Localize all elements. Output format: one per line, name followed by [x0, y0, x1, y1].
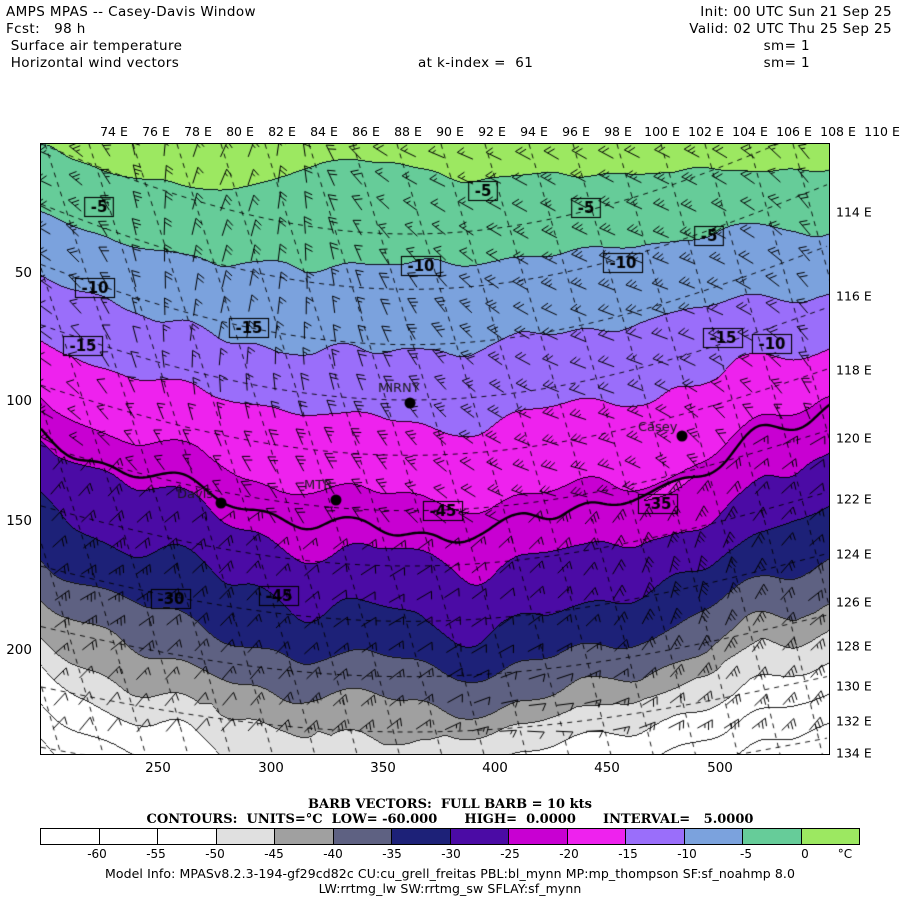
right-axis-tick-10: 134 E [836, 745, 872, 761]
bottom-index-axis: 250 300 350 400 450 500 [40, 760, 830, 778]
colorbar-tick-1: -55 [146, 847, 166, 861]
top-axis-tick-11: 96 E [562, 124, 590, 139]
top-axis-tick-16: 106 E [776, 124, 812, 139]
colorbar-tick-6: -30 [441, 847, 461, 861]
top-axis-tick-1: 76 E [142, 124, 170, 139]
top-axis-tick-17: 108 E [820, 124, 856, 139]
k-index-label: at k-index = 61 [418, 55, 534, 71]
bottom-axis-tick-1: 300 [258, 760, 284, 776]
top-axis-tick-8: 90 E [436, 124, 464, 139]
top-axis-tick-12: 98 E [604, 124, 632, 139]
top-axis-tick-3: 80 E [226, 124, 254, 139]
colorbar-swatch-10[interactable] [626, 829, 685, 844]
init-time: Init: 00 UTC Sun 21 Sep 25 [700, 4, 892, 20]
smoothing-wind: sm= 1 [763, 55, 810, 71]
right-axis-tick-6: 126 E [836, 594, 872, 610]
colorbar-tick-11: -5 [740, 847, 752, 861]
colorbar-swatch-2[interactable] [158, 829, 217, 844]
colorbar-swatch-9[interactable] [567, 829, 626, 844]
bottom-axis-tick-5: 500 [707, 760, 733, 776]
left-axis-tick-2: 150 [6, 513, 32, 529]
right-axis-tick-9: 132 E [836, 713, 872, 729]
right-longitude-axis: 114 E 116 E 118 E 120 E 122 E 124 E 126 E 128 E… [836, 143, 900, 761]
colorbar-tick-5: -35 [382, 847, 402, 861]
map-plot-area[interactable] [40, 143, 830, 755]
colorbar-tick-13: °C [837, 847, 853, 861]
top-axis-tick-4: 82 E [268, 124, 296, 139]
right-axis-tick-0: 114 E [836, 204, 872, 220]
top-axis-tick-5: 84 E [310, 124, 338, 139]
bottom-axis-tick-3: 400 [482, 760, 508, 776]
top-axis-tick-10: 94 E [520, 124, 548, 139]
top-longitude-axis: 74 E 76 E 78 E 80 E 82 E 84 E 86 E 88 E 90 E 92 E… [40, 124, 900, 140]
temperature-colorbar[interactable] [40, 828, 860, 845]
barb-vectors-legend: BARB VECTORS: FULL BARB = 10 kts [308, 797, 592, 812]
colorbar-swatch-3[interactable] [216, 829, 275, 844]
colorbar-swatch-1[interactable] [99, 829, 158, 844]
top-axis-tick-6: 86 E [352, 124, 380, 139]
colorbar-tick-7: -25 [500, 847, 520, 861]
smoothing-temperature: sm= 1 [763, 38, 810, 54]
colorbar-tick-2: -50 [205, 847, 225, 861]
right-axis-tick-8: 130 E [836, 678, 872, 694]
bottom-axis-tick-0: 250 [145, 760, 171, 776]
colorbar-tick-9: -15 [618, 847, 638, 861]
left-axis-tick-1: 100 [6, 393, 32, 409]
colorbar-swatch-11[interactable] [684, 829, 743, 844]
colorbar-tick-10: -10 [677, 847, 697, 861]
left-axis-tick-0: 50 [14, 265, 32, 281]
right-axis-tick-1: 116 E [836, 288, 872, 304]
valid-time: Valid: 02 UTC Thu 25 Sep 25 [689, 21, 892, 37]
colorbar-swatch-7[interactable] [450, 829, 509, 844]
model-info-line-2: LW:rrtmg_lw SW:rrtmg_sw SFLAY:sf_mynn [318, 881, 582, 896]
top-axis-tick-2: 78 E [184, 124, 212, 139]
colorbar-swatch-5[interactable] [333, 829, 392, 844]
forecast-hour: Fcst: 98 h [6, 21, 86, 37]
right-axis-tick-7: 128 E [836, 638, 872, 654]
bottom-axis-tick-2: 350 [370, 760, 396, 776]
colorbar-swatch-4[interactable] [275, 829, 334, 844]
left-index-axis: 50 100 150 200 [0, 143, 36, 755]
model-info-line-1: Model Info: MPASv8.2.3-194-gf29cd82c CU:… [104, 866, 796, 881]
contours-legend: CONTOURS: UNITS=°C LOW= -60.000 HIGH= 0.… [146, 812, 754, 827]
colorbar-tick-8: -20 [559, 847, 579, 861]
colorbar-tick-0: -60 [87, 847, 107, 861]
top-axis-tick-14: 102 E [688, 124, 724, 139]
right-axis-tick-5: 124 E [836, 546, 872, 562]
window-title: AMPS MPAS -- Casey-Davis Window [6, 4, 256, 20]
chart-header: AMPS MPAS -- Casey-Davis Window Fcst: 98… [0, 0, 900, 92]
colorbar-swatch-13[interactable] [801, 829, 859, 844]
wind-barbs-and-contours-overlay [41, 144, 829, 754]
right-axis-tick-3: 120 E [836, 430, 872, 446]
top-axis-tick-15: 104 E [732, 124, 768, 139]
colorbar-tick-12: 0 [801, 847, 809, 861]
top-axis-tick-7: 88 E [394, 124, 422, 139]
left-axis-tick-3: 200 [6, 642, 32, 658]
colorbar-tick-4: -40 [323, 847, 343, 861]
top-axis-tick-13: 100 E [644, 124, 680, 139]
right-axis-tick-4: 122 E [836, 491, 872, 507]
colorbar-swatch-12[interactable] [743, 829, 802, 844]
top-axis-tick-18: 110 E [864, 124, 900, 139]
bottom-axis-tick-4: 450 [594, 760, 620, 776]
colorbar-swatch-6[interactable] [392, 829, 451, 844]
colorbar-tick-labels: -60 -55 -50 -45 -40 -35 -30 -25 -20 -15 -10 -5 0 °C [40, 847, 860, 863]
right-axis-tick-2: 118 E [836, 362, 872, 378]
colorbar-swatch-8[interactable] [509, 829, 568, 844]
colorbar-swatch-0[interactable] [41, 829, 100, 844]
top-axis-tick-9: 92 E [478, 124, 506, 139]
field-label-wind: Horizontal wind vectors [6, 55, 180, 71]
top-axis-tick-0: 74 E [100, 124, 128, 139]
field-label-temperature: Surface air temperature [6, 38, 183, 54]
colorbar-tick-3: -45 [264, 847, 284, 861]
